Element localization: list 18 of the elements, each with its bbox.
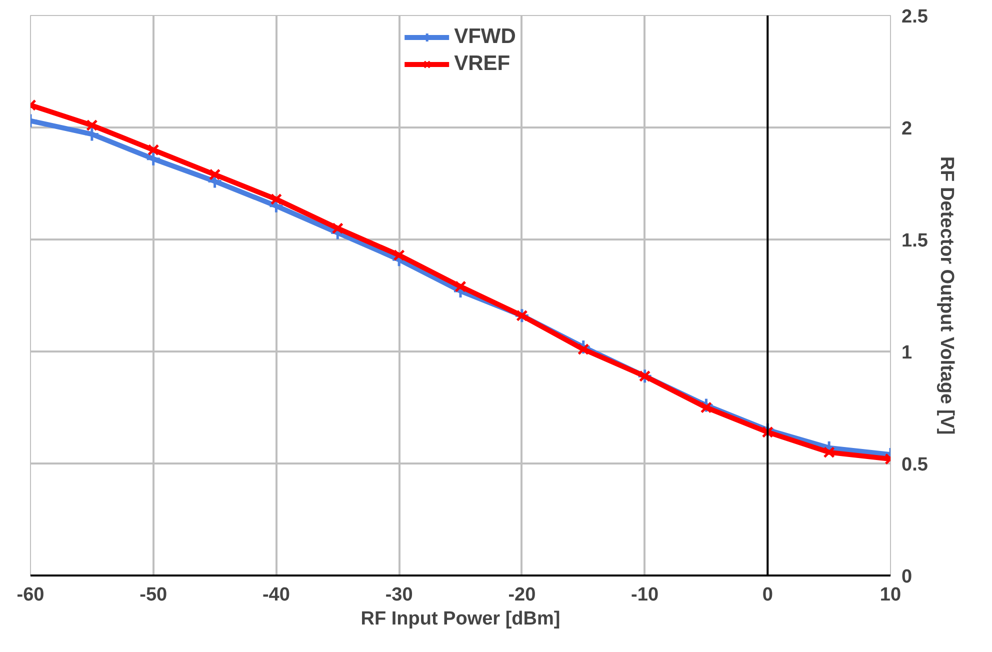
x-axis-title: RF Input Power [dBm] bbox=[360, 608, 560, 630]
y-tick-label: 0.5 bbox=[902, 454, 928, 476]
y-tick-label: 1.5 bbox=[902, 230, 928, 252]
legend-label: VFWD bbox=[454, 25, 516, 49]
x-tick-label: -20 bbox=[508, 584, 536, 606]
y-tick-label: 2 bbox=[902, 118, 912, 140]
y-axis-title: RF Detector Output Voltage [V] bbox=[936, 156, 957, 435]
y-tick-label: 2.5 bbox=[902, 6, 928, 28]
legend-label: VREF bbox=[454, 52, 510, 76]
x-tick-label: 0 bbox=[762, 584, 773, 606]
x-tick-label: -30 bbox=[385, 584, 413, 606]
x-tick-label: 10 bbox=[880, 584, 902, 606]
x-tick-label: -10 bbox=[631, 584, 659, 606]
x-tick-label: -40 bbox=[262, 584, 290, 606]
x-tick-label: -50 bbox=[140, 584, 168, 606]
y-tick-label: 0 bbox=[902, 566, 912, 588]
y-tick-label: 1 bbox=[902, 342, 912, 364]
x-tick-label: -60 bbox=[16, 584, 44, 606]
